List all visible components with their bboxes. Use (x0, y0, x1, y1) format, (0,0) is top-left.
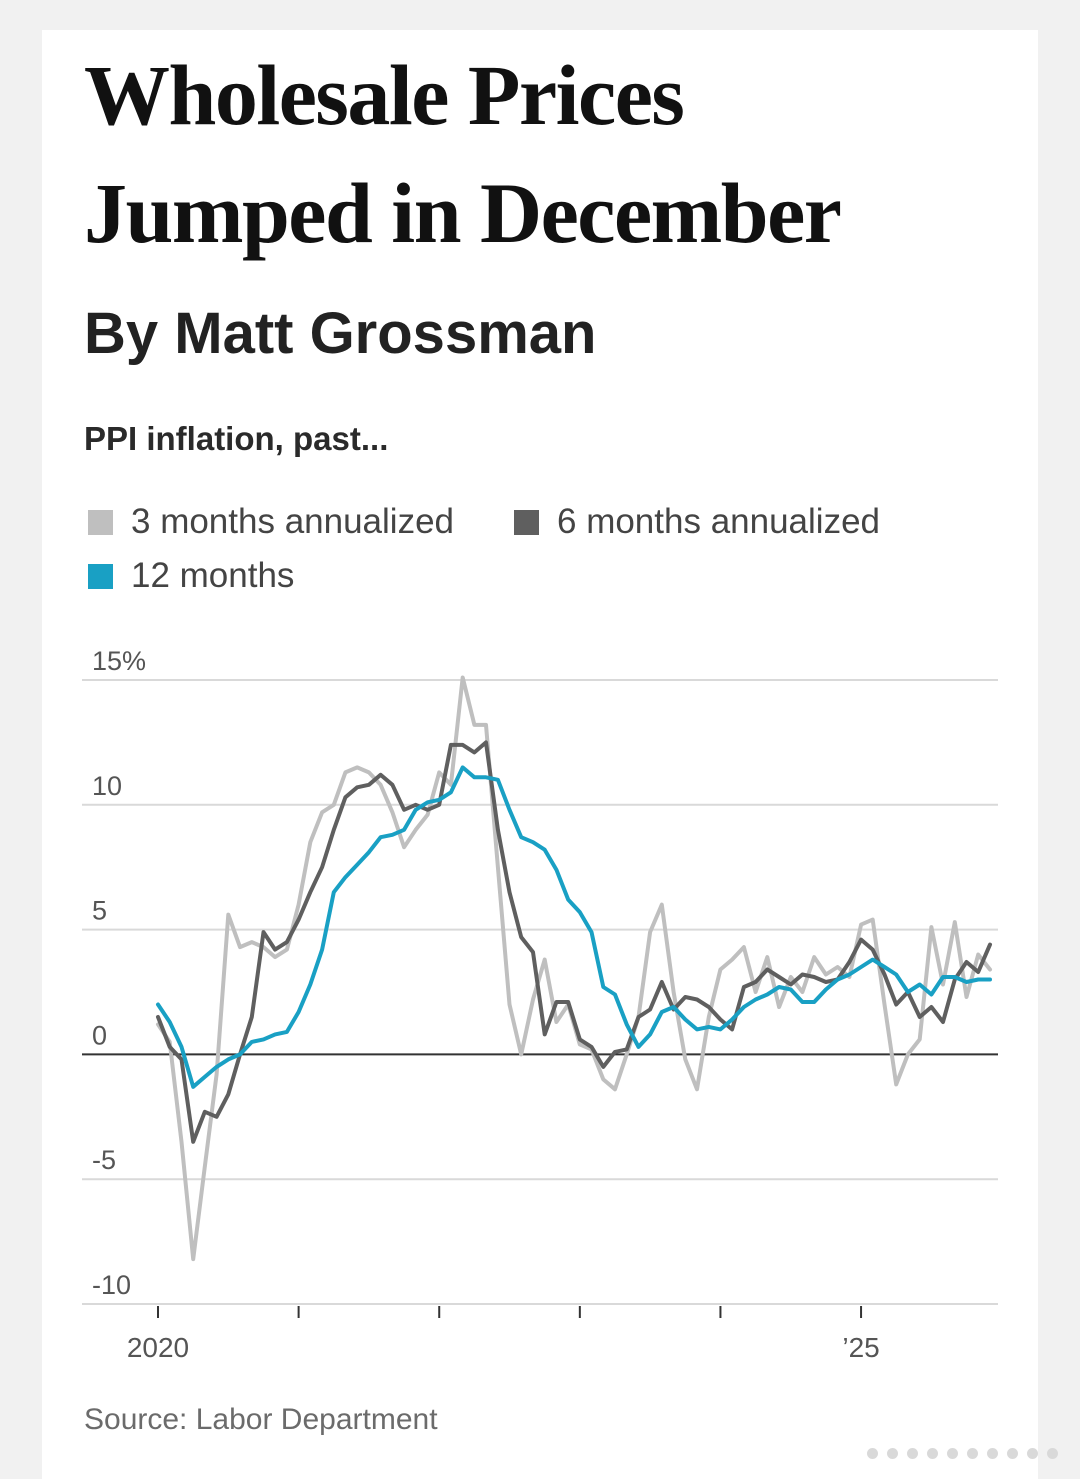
y-tick-label: 15% (92, 646, 146, 676)
legend-item-6-months: 6 months annualized (514, 502, 880, 542)
legend-item-12-months: 12 months (88, 556, 294, 596)
menu-dot (1027, 1448, 1038, 1459)
legend-item-3-months: 3 months annualized (88, 502, 454, 542)
menu-dot (1007, 1448, 1018, 1459)
legend-label-3-months: 3 months annualized (131, 502, 454, 541)
y-tick-label: -5 (92, 1145, 116, 1175)
x-tick-label: 2020 (127, 1332, 189, 1363)
legend-label-6-months: 6 months annualized (557, 502, 880, 541)
legend-swatch-3-months (88, 509, 113, 535)
more-menu[interactable] (867, 1448, 1058, 1459)
y-tick-label: 10 (92, 771, 122, 801)
x-tick-label: ’25 (842, 1332, 879, 1363)
source-note: Source: Labor Department (84, 1403, 438, 1436)
ppi-line-chart: -10 -5 0 5 10 15% 2020 ’25 (82, 646, 998, 1363)
series-line-three-month (156, 675, 992, 1262)
article-card (42, 30, 1038, 1479)
byline: By Matt Grossman (84, 301, 597, 366)
series-line-six-month (156, 740, 992, 1144)
chart-title: PPI inflation, past... (84, 420, 389, 457)
menu-dot (947, 1448, 958, 1459)
series-line-twelve-month (156, 765, 992, 1089)
legend-swatch-12-months (88, 563, 113, 589)
menu-dot (867, 1448, 878, 1459)
menu-dot (927, 1448, 938, 1459)
headline: Wholesale Prices Jumped in December (84, 47, 842, 261)
y-tick-label: -10 (92, 1270, 131, 1300)
menu-dot (967, 1448, 978, 1459)
menu-dot (907, 1448, 918, 1459)
legend-label-12-months: 12 months (131, 556, 295, 595)
y-tick-label: 5 (92, 896, 107, 926)
menu-dot (887, 1448, 898, 1459)
y-tick-label: 0 (92, 1020, 107, 1050)
menu-dot (987, 1448, 998, 1459)
menu-dot (1047, 1448, 1058, 1459)
legend-swatch-6-months (514, 509, 539, 535)
